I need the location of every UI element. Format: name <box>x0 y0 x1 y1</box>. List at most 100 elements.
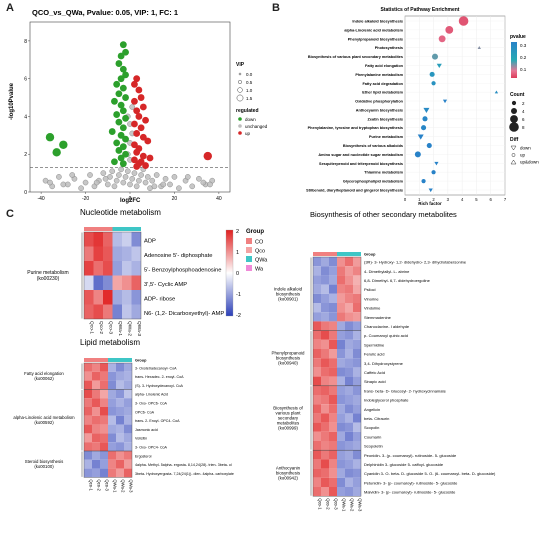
heatmap-cell <box>321 349 329 359</box>
heatmap-row-label: 6,8- Dimethyl- 6,7- didehydroergoline <box>364 278 431 283</box>
volcano-point-unchanged <box>127 181 133 188</box>
enrichment-point-down <box>423 107 430 113</box>
volcano-point-unchanged <box>184 174 191 180</box>
volcano-point-unchanged <box>109 168 116 175</box>
volcano-point-unchanged <box>56 174 62 180</box>
heatmap-cell <box>321 441 329 451</box>
enrichment-point-down <box>434 161 439 166</box>
heatmap-cell <box>124 371 132 381</box>
volcano-vip-label: 0.5 <box>246 80 253 85</box>
heatmap-cell <box>116 407 124 416</box>
volcano-point-down <box>122 71 129 79</box>
heatmap-cell <box>124 451 132 460</box>
heatmap-cell <box>92 398 100 407</box>
heatmap-cell <box>321 321 329 331</box>
heatmap-cell <box>108 380 116 390</box>
volcano-point-down <box>119 41 127 49</box>
heatmap-group-bar-cell <box>100 358 108 362</box>
heatmap-cell <box>321 459 329 469</box>
heatmap-cell <box>122 290 132 305</box>
volcano-point-down <box>52 148 61 157</box>
heatmap-cell <box>337 385 345 395</box>
enrichment-pathway-label: Thiamine metabolism <box>364 171 403 175</box>
heatmap-cell <box>112 290 122 305</box>
heatmap-cell <box>84 424 92 434</box>
heatmap-cell <box>345 266 353 276</box>
heatmap-cell <box>313 284 321 294</box>
heatmap-cell <box>93 246 103 261</box>
heatmap-cell <box>321 330 329 340</box>
heatmap-cell <box>337 339 345 349</box>
heatmap-group-legend-label: CO <box>255 240 264 246</box>
heatmap-cell <box>329 404 337 414</box>
heatmap-cell <box>122 232 132 247</box>
heatmap-cell <box>353 321 361 331</box>
heatmap-cell <box>92 415 100 425</box>
heatmap-row-label: 3beta- Hydroxyergosta- 7,24(24(1))- dien… <box>135 472 234 476</box>
heatmap-cell <box>353 257 361 267</box>
heatmap-cell <box>353 413 361 423</box>
enrichment-diff-title: Diff <box>510 137 519 143</box>
heatmap-cell <box>112 261 122 276</box>
heatmap-cell <box>116 371 124 381</box>
heatmap-group-bar-label: Group <box>135 359 147 363</box>
volcano-point-up <box>131 156 138 164</box>
panel-c-letter: C <box>6 208 14 220</box>
heatmap-group-bar-cell <box>353 252 361 256</box>
heatmap-scale-bar <box>225 229 234 317</box>
heatmap-cell <box>321 312 329 322</box>
heatmap-cell <box>313 321 321 331</box>
enrichment-plot: Statistics of Pathway Enrichment Rich fa… <box>306 7 539 206</box>
heatmap-row-label: trans- 2- Enoyl- OPC4- CoA <box>135 419 180 423</box>
heatmap-cell <box>313 367 321 377</box>
volcano-plot: QCO_vs_QWa, Pvalue: 0.05, VIP: 1, FC: 1 … <box>9 8 268 204</box>
heatmap-cell <box>108 459 116 469</box>
volcano-vip-key <box>236 94 244 102</box>
heatmap-row-label: trans- Hexadec- 2- enoyl- CoA <box>135 375 184 379</box>
heatmap-cell <box>103 246 113 261</box>
heatmap-cell <box>337 395 345 405</box>
heatmap-cell <box>92 407 100 416</box>
heatmap-cell <box>313 422 321 432</box>
volcano-x-tick-label: 20 <box>172 196 178 202</box>
heatmap-cell <box>313 468 321 478</box>
heatmap-row-label: 3- Oxotetradecanoyl- CoA <box>135 366 177 370</box>
volcano-point-unchanged <box>176 185 182 192</box>
heatmap-cell <box>84 442 92 451</box>
heatmap-cell <box>92 371 100 381</box>
heatmap-cell <box>100 407 108 416</box>
volcano-point-down <box>122 94 129 101</box>
heatmap-cell <box>84 451 92 460</box>
heatmap-cell <box>337 404 345 414</box>
heatmap-cell <box>131 275 141 290</box>
heatmap-cell <box>93 232 103 247</box>
heatmap-row-label: Chanoclavine- I aldehyde <box>364 324 410 329</box>
heatmap-group-bar-cell <box>313 252 321 256</box>
heatmap-cell <box>313 303 321 313</box>
heatmap-cell <box>329 487 337 497</box>
heatmap-cell <box>108 407 116 416</box>
heatmap-cell <box>337 431 345 441</box>
heatmap-cell <box>329 376 337 386</box>
enrichment-pvalue-tick: 0.1 <box>520 67 527 72</box>
volcano-point-unchanged <box>69 172 76 178</box>
enrichment-pathway-label: Anthocyanin biosynthesis <box>356 108 403 112</box>
enrichment-diff-key-updown <box>510 159 517 165</box>
volcano-reg-label: down <box>245 117 256 122</box>
heatmap-cell <box>116 389 124 399</box>
heatmap-group-label: Indole alkaloid <box>274 286 303 291</box>
heatmap-row-label: 3- Oxo- OPC4- CoA <box>135 446 168 450</box>
heatmap-column-label: Qco-1 <box>318 498 323 510</box>
volcano-y-tick-label: 6 <box>24 77 27 83</box>
volcano-vip-key <box>237 87 243 93</box>
enrichment-title: Statistics of Pathway Enrichment <box>381 7 460 13</box>
heatmap-scale-tick: 1 <box>236 250 239 256</box>
heatmap-cell <box>84 415 92 425</box>
heatmap-cell <box>116 459 124 469</box>
heatmap-cell <box>108 415 116 425</box>
heatmap-cell <box>93 261 103 276</box>
enrichment-pathway-label: Stilbenoid, diarylheptanoid and gingerol… <box>306 189 403 193</box>
heatmap-cell <box>84 275 94 290</box>
heatmap-cell <box>353 367 361 377</box>
volcano-point-down <box>117 75 125 83</box>
